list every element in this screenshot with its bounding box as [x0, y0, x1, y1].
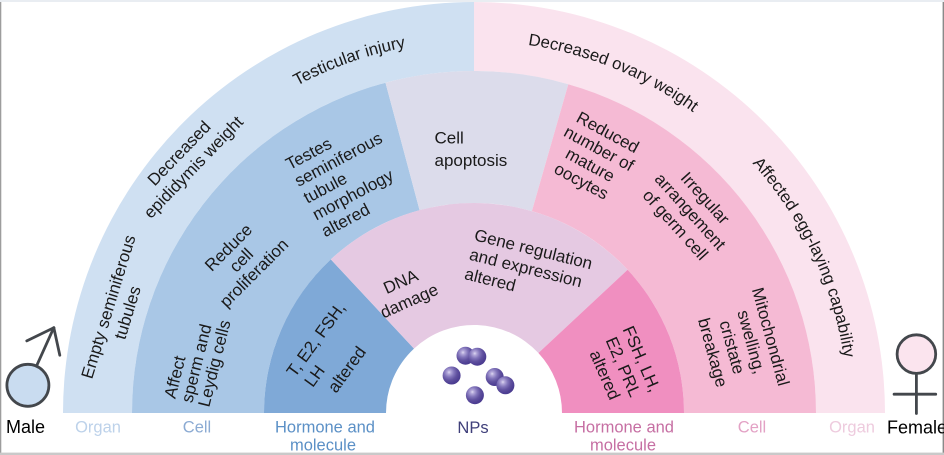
- svg-text:Hormone and: Hormone and: [574, 419, 674, 437]
- svg-text:Organ: Organ: [829, 419, 875, 437]
- svg-text:Hormone and: Hormone and: [275, 419, 375, 437]
- svg-text:molecule: molecule: [290, 437, 356, 455]
- svg-text:Cell: Cell: [183, 419, 211, 437]
- svg-text:Cell: Cell: [738, 419, 766, 437]
- svg-text:NPs: NPs: [457, 419, 488, 437]
- svg-text:Organ: Organ: [75, 419, 121, 437]
- svg-text:Female: Female: [887, 418, 944, 438]
- svg-text:Male: Male: [6, 417, 45, 437]
- svg-text:molecule: molecule: [590, 437, 656, 455]
